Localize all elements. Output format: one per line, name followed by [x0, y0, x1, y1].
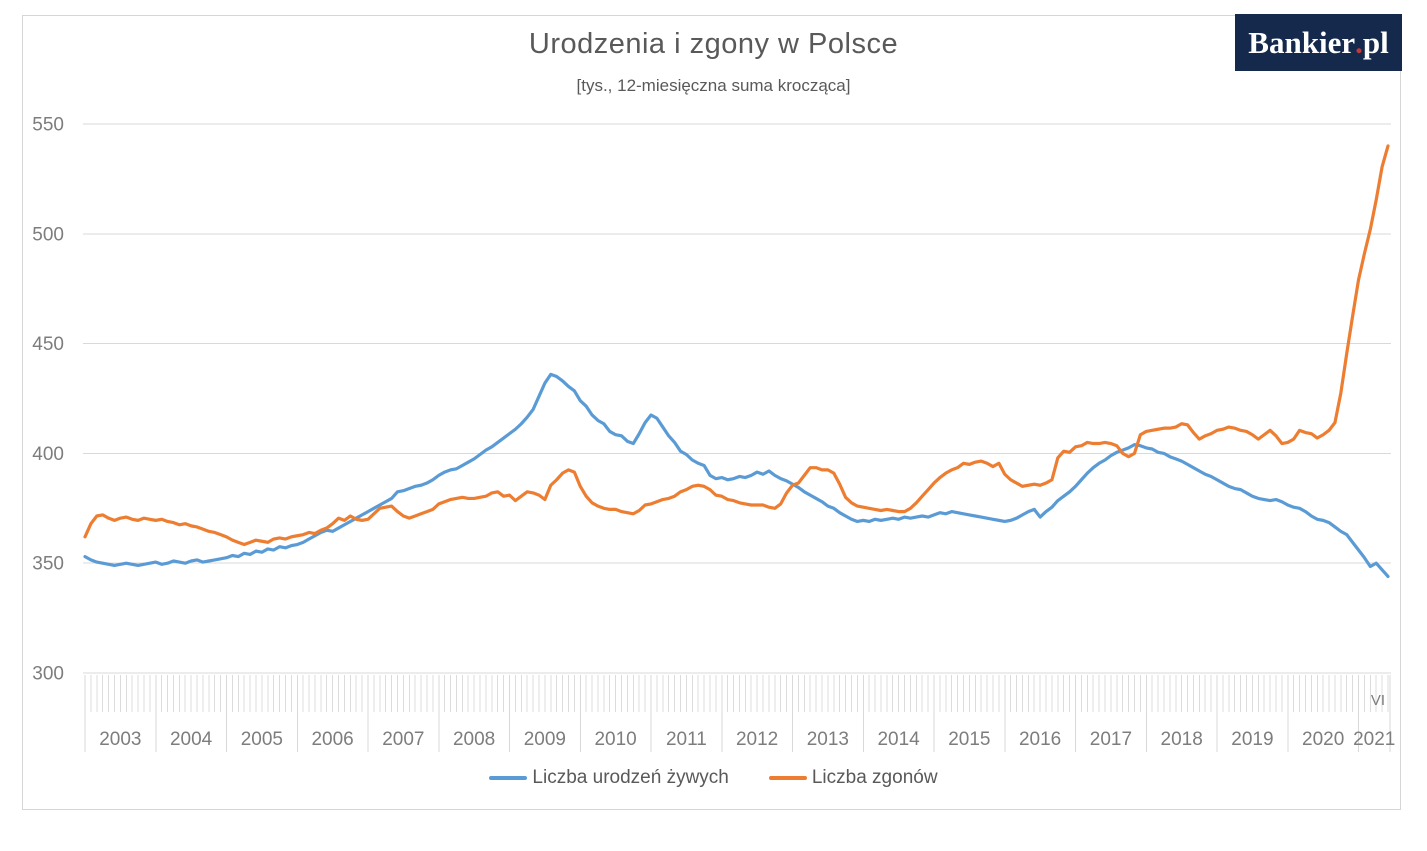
year-label: 2003 [99, 729, 141, 750]
year-label: 2015 [948, 729, 990, 750]
year-label: 2016 [1019, 729, 1061, 750]
y-tick-label: 550 [32, 115, 64, 136]
year-label: 2004 [170, 729, 213, 750]
deaths-line [83, 144, 1390, 547]
deaths-line-swatch [768, 776, 807, 780]
year-label: 2012 [736, 729, 778, 750]
year-label: 2006 [311, 729, 353, 750]
chart-subtitle: [tys., 12-miesięczna suma krocząca] [576, 76, 851, 95]
y-tick-label: 300 [32, 664, 64, 685]
year-label: 2014 [877, 729, 920, 750]
y-tick-label: 400 [32, 444, 64, 465]
year-label: 2020 [1302, 729, 1344, 750]
logo-text-main: Bankier [1248, 24, 1356, 60]
year-label: 2017 [1090, 729, 1132, 750]
legend-label-deaths: Liczba zgonów [811, 767, 938, 788]
month-ticks [84, 675, 1389, 712]
chart-frame [22, 15, 1401, 810]
year-label: 2019 [1231, 729, 1273, 750]
year-label: 2007 [382, 729, 424, 750]
legend-item-births: Liczba urodzeń żywych [489, 767, 729, 789]
y-tick-label: 350 [32, 554, 64, 575]
year-label: 2005 [241, 729, 283, 750]
logo-dot: . [1355, 24, 1363, 60]
y-axis-labels: 300 350 400 450 500 550 [32, 115, 64, 685]
y-tick-label: 450 [32, 334, 64, 355]
year-label: 2008 [453, 729, 495, 750]
end-month-label: VI [1371, 692, 1385, 709]
year-label: 2021 [1353, 729, 1395, 750]
year-label: 2013 [807, 729, 849, 750]
year-separators [84, 675, 1391, 752]
births-line [83, 372, 1390, 578]
legend-item-deaths: Liczba zgonów [768, 767, 938, 789]
chart-title: Urodzenia i zgony w Polsce [528, 28, 899, 60]
y-tick-label: 500 [32, 224, 64, 245]
year-label: 2011 [666, 729, 707, 750]
y-gridlines [83, 123, 1391, 674]
births-line-swatch [489, 776, 528, 780]
x-axis-labels: 2003 2004 2005 2006 2007 2008 2009 2010 2011 2012… [99, 729, 1395, 750]
year-label: 2018 [1161, 729, 1203, 750]
chart-legend: Liczba urodzeń żywych Liczba zgonów [0, 767, 1427, 789]
year-label: 2009 [524, 729, 566, 750]
logo-text-suffix: pl [1362, 24, 1389, 60]
bankier-logo: Bankier. pl [1235, 14, 1402, 71]
legend-label-births: Liczba urodzeń żywych [532, 767, 729, 788]
year-label: 2010 [594, 729, 636, 750]
